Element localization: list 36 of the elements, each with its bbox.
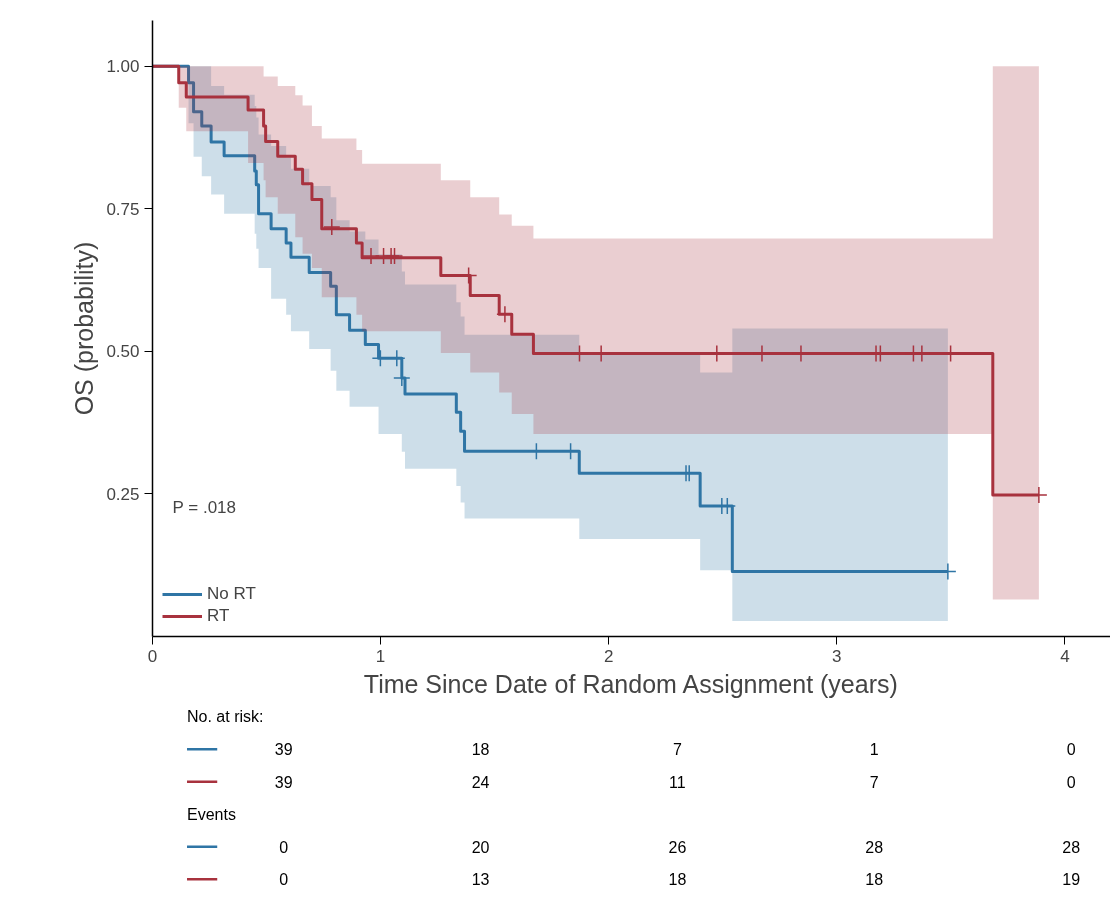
x-tick-label: 1 (375, 646, 386, 666)
text: 0 (1066, 773, 1076, 791)
text: 20 (471, 838, 490, 856)
text: 26 (668, 838, 687, 856)
text: 1 (869, 741, 879, 759)
y-tick-label: 1.00 (106, 57, 140, 77)
x-tick-label: 0 (147, 646, 158, 666)
text: No. at risk: (187, 708, 264, 726)
annotation: P = .018 (172, 497, 236, 517)
text: 19 (1062, 871, 1081, 889)
x-tick-label: 3 (832, 646, 842, 666)
legend-label: No RT (207, 584, 256, 604)
legend-label: RT (207, 606, 230, 626)
text: 0 (1066, 741, 1076, 759)
text: 7 (869, 773, 879, 791)
y-tick-label: 0.25 (106, 484, 140, 504)
text: 0 (279, 838, 289, 856)
y-tick-label: 0.75 (106, 199, 140, 219)
text: Events (187, 805, 236, 823)
text: 18 (471, 741, 490, 759)
y-tick-label: 0.50 (106, 342, 140, 362)
text: 18 (668, 871, 687, 889)
x-tick-label: 4 (1060, 646, 1070, 666)
text: 7 (672, 741, 682, 759)
x-axis-title: Time Since Date of Random Assignment (years) (363, 669, 898, 698)
y-axis-title: OS (probability) (70, 241, 99, 416)
text: 28 (865, 838, 884, 856)
text: 24 (471, 773, 490, 791)
text: 0 (279, 871, 289, 889)
text: 11 (669, 773, 686, 791)
x-tick-label: 2 (603, 646, 614, 666)
text: 39 (274, 773, 293, 791)
text: 13 (471, 871, 490, 889)
text: 18 (865, 871, 884, 889)
text: 28 (1062, 838, 1081, 856)
text: 39 (274, 741, 293, 759)
